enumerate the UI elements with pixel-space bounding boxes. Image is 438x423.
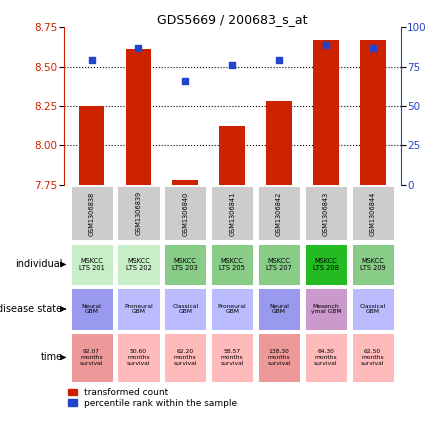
- FancyBboxPatch shape: [164, 333, 206, 382]
- Title: GDS5669 / 200683_s_at: GDS5669 / 200683_s_at: [157, 14, 307, 26]
- Point: [276, 57, 283, 64]
- Bar: [360, 40, 385, 184]
- Legend: transformed count, percentile rank within the sample: transformed count, percentile rank withi…: [68, 388, 237, 408]
- Text: Neural
GBM: Neural GBM: [81, 304, 102, 314]
- FancyBboxPatch shape: [258, 187, 300, 241]
- FancyBboxPatch shape: [352, 288, 394, 330]
- Text: Classical
GBM: Classical GBM: [172, 304, 198, 314]
- Text: GSM1306839: GSM1306839: [135, 191, 141, 236]
- FancyBboxPatch shape: [117, 244, 159, 286]
- Text: MSKCC
LTS 201: MSKCC LTS 201: [79, 258, 105, 271]
- Text: GSM1306843: GSM1306843: [323, 191, 329, 236]
- FancyBboxPatch shape: [258, 244, 300, 286]
- Text: 58.57
months
survival: 58.57 months survival: [220, 349, 244, 366]
- Bar: [173, 180, 198, 184]
- Text: GSM1306841: GSM1306841: [229, 191, 235, 236]
- FancyBboxPatch shape: [164, 244, 206, 286]
- FancyBboxPatch shape: [258, 288, 300, 330]
- Point: [182, 77, 189, 84]
- FancyBboxPatch shape: [71, 333, 113, 382]
- FancyBboxPatch shape: [117, 333, 159, 382]
- FancyBboxPatch shape: [71, 187, 113, 241]
- FancyBboxPatch shape: [305, 244, 347, 286]
- FancyBboxPatch shape: [164, 187, 206, 241]
- Text: 138.30
months
survival: 138.30 months survival: [267, 349, 291, 366]
- Text: 92.07
months
survival: 92.07 months survival: [80, 349, 103, 366]
- Bar: [313, 40, 339, 184]
- FancyBboxPatch shape: [305, 288, 347, 330]
- Point: [322, 41, 329, 48]
- FancyBboxPatch shape: [258, 333, 300, 382]
- Text: Proneural
GBM: Proneural GBM: [218, 304, 247, 314]
- FancyBboxPatch shape: [117, 288, 159, 330]
- Text: GSM1306840: GSM1306840: [182, 191, 188, 236]
- Text: MSKCC
LTS 207: MSKCC LTS 207: [266, 258, 292, 271]
- Point: [229, 62, 236, 69]
- Text: MSKCC
LTS 209: MSKCC LTS 209: [360, 258, 385, 271]
- Point: [369, 44, 376, 51]
- Bar: [79, 106, 105, 184]
- Point: [135, 44, 142, 51]
- Text: MSKCC
LTS 203: MSKCC LTS 203: [173, 258, 198, 271]
- Text: GSM1306844: GSM1306844: [370, 191, 376, 236]
- FancyBboxPatch shape: [117, 187, 159, 241]
- FancyBboxPatch shape: [211, 288, 253, 330]
- Text: 50.60
months
survival: 50.60 months survival: [127, 349, 150, 366]
- Bar: [266, 102, 292, 184]
- Text: time: time: [40, 352, 63, 363]
- FancyBboxPatch shape: [211, 333, 253, 382]
- Text: 62.20
months
survival: 62.20 months survival: [173, 349, 197, 366]
- Text: GSM1306838: GSM1306838: [88, 191, 95, 236]
- Text: MSKCC
LTS 205: MSKCC LTS 205: [219, 258, 245, 271]
- FancyBboxPatch shape: [352, 333, 394, 382]
- Bar: [219, 126, 245, 184]
- FancyBboxPatch shape: [352, 187, 394, 241]
- FancyBboxPatch shape: [352, 244, 394, 286]
- Text: 64.30
months
survival: 64.30 months survival: [314, 349, 338, 366]
- Text: disease state: disease state: [0, 304, 63, 314]
- Text: individual: individual: [15, 259, 63, 269]
- FancyBboxPatch shape: [71, 244, 113, 286]
- FancyBboxPatch shape: [164, 288, 206, 330]
- Text: MSKCC
LTS 208: MSKCC LTS 208: [313, 258, 339, 271]
- FancyBboxPatch shape: [71, 288, 113, 330]
- FancyBboxPatch shape: [305, 187, 347, 241]
- Bar: [126, 49, 152, 184]
- Text: Neural
GBM: Neural GBM: [269, 304, 289, 314]
- Text: Classical
GBM: Classical GBM: [360, 304, 386, 314]
- FancyBboxPatch shape: [305, 333, 347, 382]
- Text: Mesench
ymal GBM: Mesench ymal GBM: [311, 304, 341, 314]
- Text: Proneural
GBM: Proneural GBM: [124, 304, 153, 314]
- Text: MSKCC
LTS 202: MSKCC LTS 202: [126, 258, 152, 271]
- Point: [88, 57, 95, 64]
- FancyBboxPatch shape: [211, 187, 253, 241]
- Text: GSM1306842: GSM1306842: [276, 191, 282, 236]
- Text: 62.50
months
survival: 62.50 months survival: [361, 349, 385, 366]
- FancyBboxPatch shape: [211, 244, 253, 286]
